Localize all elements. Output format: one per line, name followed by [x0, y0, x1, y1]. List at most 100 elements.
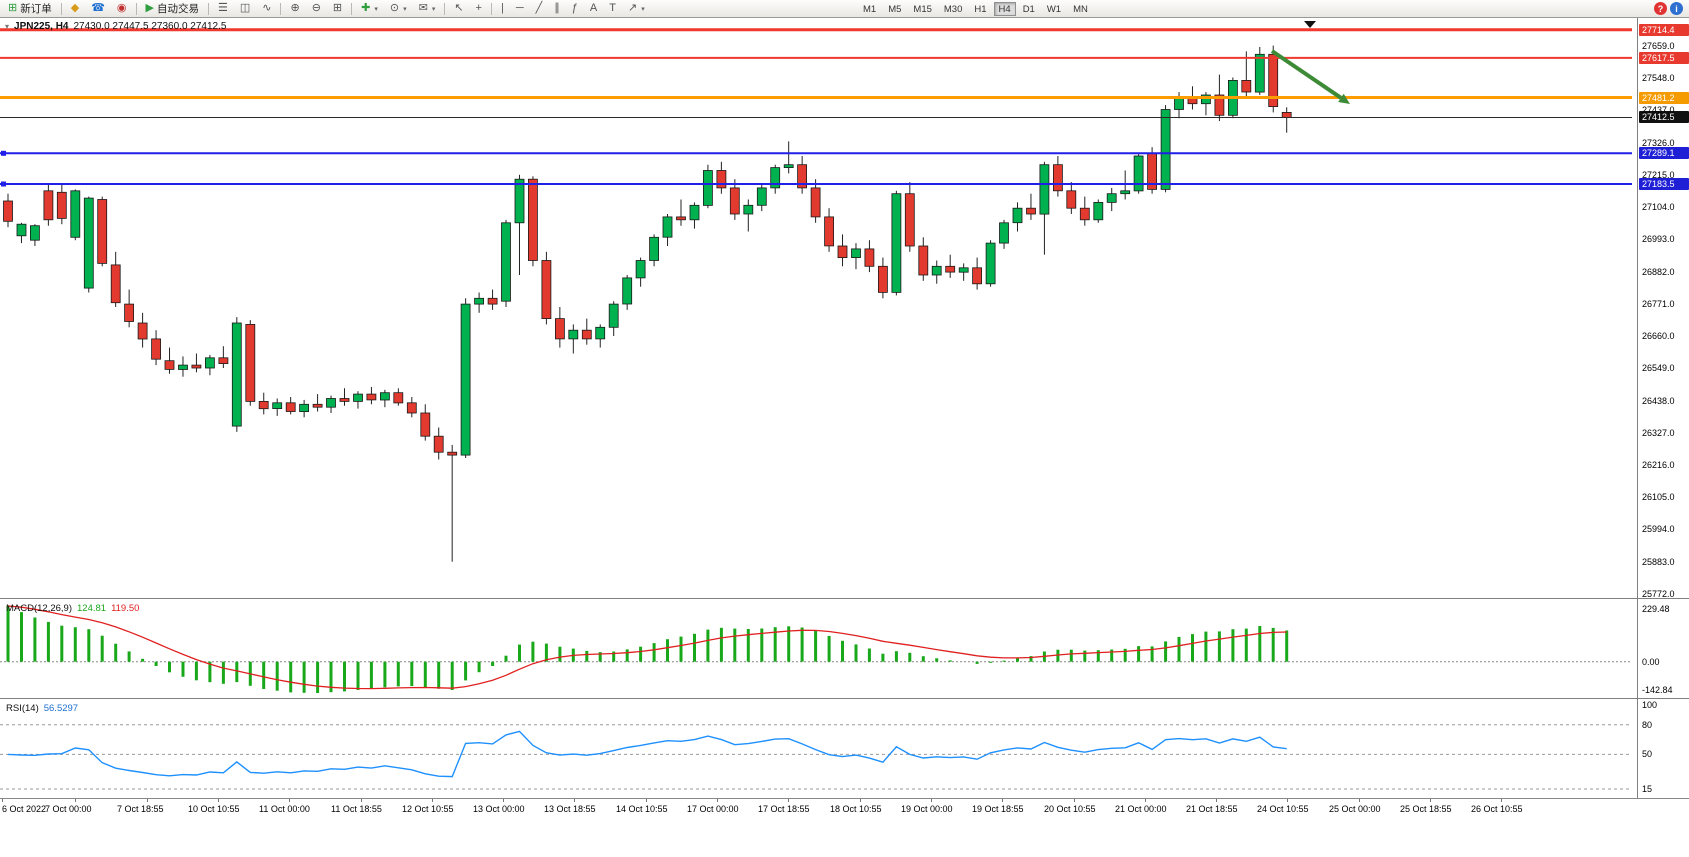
bar-chart-icon-button[interactable]: ☰ — [213, 1, 233, 16]
candlestick-icon-button[interactable]: ◫ — [235, 1, 255, 16]
auto-trading-button[interactable]: ▶ 自动交易 — [141, 1, 204, 16]
community-icon-button[interactable]: i — [1670, 2, 1683, 15]
time-axis[interactable]: 6 Oct 2022 7 Oct 00:00 7 Oct 18:55 10 Oct 1… — [0, 798, 1689, 821]
candlestick-chart[interactable] — [0, 18, 1637, 598]
toolbar-button-label: 新订单 — [20, 3, 52, 15]
trendline-icon-icon: ╱ — [535, 2, 543, 14]
price-axis-label: 27104.0 — [1642, 202, 1675, 212]
crosshair-icon-button[interactable]: + — [471, 1, 487, 16]
price-axis-label: 26660.0 — [1642, 331, 1675, 341]
price-axis-label: 26327.0 — [1642, 428, 1675, 438]
price-badge-current-price-line: 27412.5 — [1639, 111, 1689, 123]
arrows-icon-icon: ↗ — [627, 2, 638, 14]
time-axis-tick — [432, 799, 433, 802]
tile-windows-icon-button[interactable]: ⊞ — [328, 1, 347, 16]
horizontal-line-icon-button[interactable]: ─ — [511, 1, 529, 16]
time-axis-tick — [646, 799, 647, 802]
trendline-icon-button[interactable]: ╱ — [531, 1, 548, 16]
timeframe-button-m30[interactable]: M30 — [939, 2, 967, 16]
macd-signal-value: 119.50 — [111, 603, 140, 614]
toolbar-right-icons: ? i — [1654, 1, 1683, 16]
help-icon-button[interactable]: ? — [1654, 2, 1667, 15]
rsi-name: RSI(14) — [6, 703, 39, 714]
price-axis-label: 26882.0 — [1642, 267, 1675, 277]
timeframe-button-m1[interactable]: M1 — [858, 2, 881, 16]
indicators-icon-button[interactable]: ✚ ▾ — [356, 1, 383, 16]
templates-icon-button[interactable]: ✉ ▾ — [414, 1, 441, 16]
fibonacci-icon-button[interactable]: ƒ — [567, 1, 583, 16]
price-axis-label: 26993.0 — [1642, 234, 1675, 244]
time-axis-tick — [931, 799, 932, 802]
zoom-in-icon-button[interactable]: ⊕ — [285, 1, 304, 16]
time-axis-tick — [1216, 799, 1217, 802]
timeframe-button-m5[interactable]: M5 — [883, 2, 906, 16]
time-axis-tick — [1145, 799, 1146, 802]
rsi-panel[interactable] — [0, 701, 1637, 798]
time-axis-label: 17 Oct 18:55 — [758, 804, 810, 814]
price-axis-label: 25883.0 — [1642, 557, 1675, 567]
time-axis-label: 21 Oct 18:55 — [1186, 804, 1238, 814]
rsi-axis-label: 50 — [1642, 749, 1653, 759]
toolbar-button-groups: ⊞ 新订单 ◆ ☎ ◉ ▶ 自动交易 ☰ ◫ ∿ ⊕ ⊖ ⊞ ✚ ▾ ⊙ ▾ ✉ ▾ ↖ + | ─ ╱ ∥ ƒ A T ↗ ▾ — [2, 0, 651, 17]
time-axis-tick — [147, 799, 148, 802]
price-axis-label: 26771.0 — [1642, 299, 1675, 309]
support-icon-button[interactable]: ☎ — [86, 1, 110, 16]
zoom-out-icon-button[interactable]: ⊖ — [307, 1, 326, 16]
time-axis-tick — [1359, 799, 1360, 802]
timeframe-button-w1[interactable]: W1 — [1042, 2, 1066, 16]
price-axis-label: 27548.0 — [1642, 73, 1675, 83]
toolbar-separator — [280, 2, 282, 15]
price-axis[interactable]: 27714.4 27617.5 27481.2 27412.5 27289.1 27183… — [1637, 18, 1689, 798]
price-axis-label: 27437.0 — [1642, 105, 1675, 115]
chart-shift-marker — [1304, 21, 1316, 28]
toolbar-separator — [444, 2, 446, 15]
time-axis-tick — [75, 799, 76, 802]
macd-name: MACD(12,26,9) — [6, 603, 72, 614]
trend-arrow[interactable] — [1270, 49, 1350, 104]
periods-icon-button[interactable]: ⊙ ▾ — [385, 1, 412, 16]
time-axis-label: 19 Oct 00:00 — [901, 804, 953, 814]
line-chart-icon-icon: ∿ — [262, 2, 272, 14]
chart-symbol-period: JPN225, H4 — [14, 21, 69, 32]
panel-separator[interactable] — [0, 598, 1689, 600]
rsi-value: 56.5297 — [43, 703, 79, 714]
time-axis-label: 12 Oct 10:55 — [402, 804, 454, 814]
time-axis-tick — [1287, 799, 1288, 802]
macd-main-value: 124.81 — [77, 603, 107, 614]
time-axis-label: 7 Oct 00:00 — [45, 804, 92, 814]
new-order-button[interactable]: ⊞ 新订单 — [3, 1, 57, 16]
cursor-icon-icon: ↖ — [454, 2, 464, 14]
channel-icon-button[interactable]: ∥ — [549, 1, 565, 16]
alarm-icon-button[interactable]: ◆ — [66, 1, 84, 16]
time-axis-label: 26 Oct 10:55 — [1471, 804, 1523, 814]
time-axis-tick — [503, 799, 504, 802]
zoom-out-icon-icon: ⊖ — [311, 2, 321, 14]
timeframe-button-m15[interactable]: M15 — [908, 2, 936, 16]
templates-icon-icon: ✉ — [418, 2, 428, 14]
label-icon-button[interactable]: T — [604, 1, 621, 16]
crosshair-icon-icon: + — [475, 2, 482, 14]
cursor-icon-button[interactable]: ↖ — [449, 1, 468, 16]
text-icon-button[interactable]: A — [585, 1, 602, 16]
time-axis-label: 24 Oct 10:55 — [1257, 804, 1309, 814]
arrows-icon-button[interactable]: ↗ ▾ — [623, 1, 650, 16]
market-news-icon-button[interactable]: ◉ — [112, 1, 132, 16]
price-axis-label: 25772.0 — [1642, 589, 1675, 599]
line-chart-icon-button[interactable]: ∿ — [257, 1, 276, 16]
one-click-trading-toggle[interactable]: ▾ — [5, 22, 10, 31]
vertical-line-icon-button[interactable]: | — [496, 1, 509, 16]
bar-chart-icon-icon: ☰ — [217, 2, 228, 14]
panel-separator[interactable] — [0, 698, 1689, 700]
timeframe-button-mn[interactable]: MN — [1068, 2, 1093, 16]
rsi-axis-label: 15 — [1642, 784, 1653, 794]
timeframe-button-h4[interactable]: H4 — [993, 1, 1016, 16]
macd-panel[interactable] — [0, 601, 1637, 698]
timeframe-button-d1[interactable]: D1 — [1018, 2, 1040, 16]
time-axis-label: 11 Oct 18:55 — [331, 804, 382, 814]
macd-axis-zero: 0.00 — [1642, 657, 1660, 667]
timeframe-button-h1[interactable]: H1 — [969, 2, 991, 16]
main-toolbar: ⊞ 新订单 ◆ ☎ ◉ ▶ 自动交易 ☰ ◫ ∿ ⊕ ⊖ ⊞ ✚ ▾ ⊙ ▾ ✉ ▾ ↖ + | ─ ╱ ∥ ƒ A T ↗ ▾ M1 M5… — [0, 0, 1689, 18]
indicators-icon-icon: ✚ — [361, 2, 371, 14]
chevron-down-icon: ▾ — [431, 5, 436, 13]
alarm-icon-icon: ◆ — [70, 2, 80, 14]
